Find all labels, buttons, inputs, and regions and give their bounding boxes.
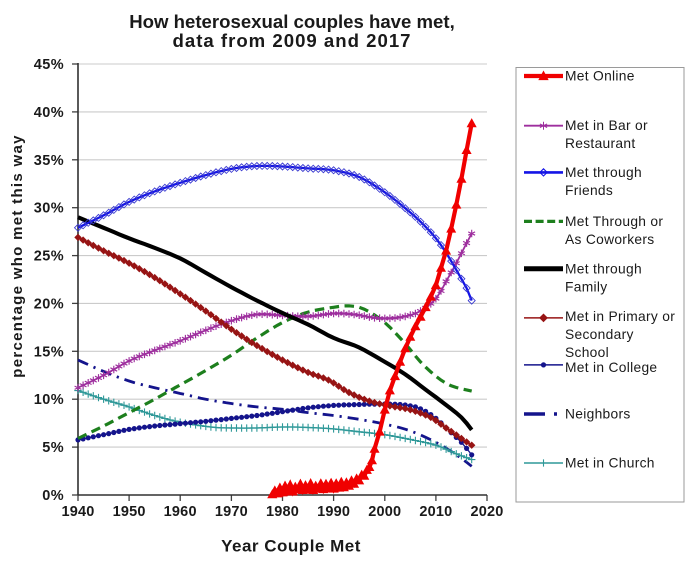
svg-text:1980: 1980 xyxy=(266,504,299,520)
svg-text:Met in College: Met in College xyxy=(565,360,657,375)
svg-text:Friends: Friends xyxy=(565,183,613,198)
svg-text:10%: 10% xyxy=(34,392,64,408)
svg-text:2000: 2000 xyxy=(368,504,401,520)
svg-text:1960: 1960 xyxy=(164,504,197,520)
svg-text:1990: 1990 xyxy=(317,504,350,520)
svg-text:45%: 45% xyxy=(34,57,64,73)
svg-text:1950: 1950 xyxy=(113,504,146,520)
svg-text:5%: 5% xyxy=(42,440,64,456)
svg-text:Neighbors: Neighbors xyxy=(565,407,631,422)
svg-text:Met in Bar or: Met in Bar or xyxy=(565,118,648,133)
svg-text:2010: 2010 xyxy=(419,504,452,520)
svg-text:40%: 40% xyxy=(34,105,64,121)
svg-text:As Coworkers: As Coworkers xyxy=(565,232,654,247)
svg-text:Met through: Met through xyxy=(565,165,642,180)
svg-text:35%: 35% xyxy=(34,153,64,169)
svg-text:25%: 25% xyxy=(34,249,64,265)
svg-text:percentage who met this way: percentage who met this way xyxy=(9,134,26,378)
svg-text:Met in Church: Met in Church xyxy=(565,456,655,471)
svg-text:Met through: Met through xyxy=(565,261,642,276)
svg-text:0%: 0% xyxy=(42,488,64,504)
svg-text:Met in Primary or: Met in Primary or xyxy=(565,309,675,324)
svg-text:15%: 15% xyxy=(34,344,64,360)
svg-text:30%: 30% xyxy=(34,201,64,217)
svg-text:Met Through or: Met Through or xyxy=(565,214,663,229)
svg-text:Year Couple Met: Year Couple Met xyxy=(221,537,361,556)
svg-text:1940: 1940 xyxy=(61,504,94,520)
svg-text:1970: 1970 xyxy=(215,504,248,520)
svg-text:Restaurant: Restaurant xyxy=(565,136,636,151)
svg-text:Secondary: Secondary xyxy=(565,327,634,342)
svg-text:data from 2009 and 2017: data from 2009 and 2017 xyxy=(173,30,412,51)
svg-text:Family: Family xyxy=(565,279,607,294)
svg-text:How heterosexual couples have: How heterosexual couples have met, xyxy=(129,11,455,32)
svg-text:2020: 2020 xyxy=(470,504,503,520)
svg-text:20%: 20% xyxy=(34,296,64,312)
svg-text:Met Online: Met Online xyxy=(565,69,635,84)
svg-text:School: School xyxy=(565,345,609,360)
